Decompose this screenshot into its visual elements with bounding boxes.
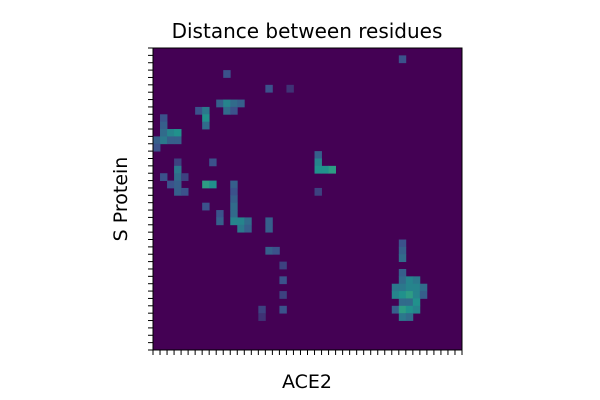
- heatmap-cell: [398, 298, 407, 307]
- heatmap-cell: [412, 305, 421, 314]
- x-axis-label: ACE2: [282, 371, 332, 393]
- heatmap-cell: [167, 180, 175, 189]
- heatmap-cell: [174, 173, 182, 181]
- heatmap-cell: [237, 99, 245, 108]
- heatmap-cell: [391, 283, 400, 292]
- heatmap-cell: [230, 187, 238, 196]
- heatmap-cell: [174, 165, 182, 174]
- heatmap-cell: [398, 254, 407, 263]
- heatmap-cell: [272, 246, 280, 255]
- heatmap-cell: [391, 305, 400, 314]
- heatmap-cell: [265, 246, 273, 255]
- heatmap-cell: [223, 99, 231, 108]
- heatmap-cell: [279, 305, 287, 314]
- heatmap-cell: [398, 276, 407, 285]
- heatmap-cell: [167, 136, 175, 145]
- heatmap-cell: [398, 268, 407, 277]
- heatmap-cell: [391, 291, 400, 299]
- heatmap-cell: [398, 291, 407, 299]
- heatmap-cell: [153, 136, 161, 145]
- heatmap-cell: [398, 313, 407, 321]
- heatmap-cell: [230, 180, 238, 189]
- heatmap-cell: [412, 291, 421, 299]
- chart-title: Distance between residues: [172, 19, 443, 43]
- heatmap-cell: [258, 305, 266, 314]
- heatmap-cell: [265, 224, 273, 233]
- heatmap-cell: [160, 136, 168, 145]
- heatmap-cell: [230, 202, 238, 211]
- heatmap-cell: [398, 55, 407, 64]
- heatmap-cell: [216, 210, 224, 218]
- heatmap-cell: [279, 276, 287, 285]
- heatmap-cell: [265, 217, 273, 226]
- heatmap-cell: [202, 121, 210, 130]
- heatmap-cell: [405, 313, 414, 321]
- heatmap-cell: [279, 261, 287, 270]
- heatmap-cells: [153, 48, 462, 350]
- heatmap-cell: [216, 217, 224, 226]
- x-axis-ticks: [152, 350, 463, 355]
- heatmap-cell: [230, 217, 238, 226]
- heatmap-cell: [160, 173, 168, 181]
- heatmap-cell: [209, 158, 217, 167]
- heatmap-cell: [230, 106, 238, 115]
- heatmap-cell: [412, 298, 421, 307]
- heatmap-cell: [419, 291, 428, 299]
- heatmap-cell: [174, 136, 182, 145]
- heatmap-cell: [314, 187, 322, 196]
- heatmap-cell: [223, 70, 231, 78]
- heatmap-cell: [405, 291, 414, 299]
- heatmap-cell: [237, 217, 245, 226]
- heatmap-cell: [160, 114, 168, 123]
- heatmap-cell: [181, 187, 189, 196]
- heatmap-cell: [174, 158, 182, 167]
- heatmap-cell: [286, 84, 294, 93]
- heatmap-cell: [314, 165, 322, 174]
- heatmap-cell: [202, 180, 210, 189]
- heatmap-cell: [314, 158, 322, 167]
- heatmap-cell: [405, 298, 414, 307]
- heatmap-cell: [419, 283, 428, 292]
- heatmap-cell: [223, 106, 231, 115]
- heatmap-cell: [328, 165, 336, 174]
- heatmap-cell: [398, 246, 407, 255]
- heatmap-cell: [237, 224, 245, 233]
- heatmap-cell: [202, 202, 210, 211]
- heatmap-cell: [321, 165, 329, 174]
- heatmap-cell: [209, 180, 217, 189]
- heatmap-cell: [181, 173, 189, 181]
- heatmap-cell: [398, 283, 407, 292]
- heatmap-cell: [195, 106, 203, 115]
- heatmap-cell: [258, 313, 266, 321]
- heatmap-cell: [167, 129, 175, 137]
- heatmap-cell: [202, 106, 210, 115]
- heatmap-cell: [265, 84, 273, 93]
- heatmap-cell: [174, 187, 182, 196]
- heatmap-cell: [405, 305, 414, 314]
- heatmap-cell: [160, 121, 168, 130]
- heatmap-cell: [174, 129, 182, 137]
- heatmap-cell: [230, 210, 238, 218]
- heatmap-cell: [412, 283, 421, 292]
- heatmap-cell: [202, 114, 210, 123]
- heatmap-cell: [398, 239, 407, 248]
- heatmap-cell: [314, 151, 322, 159]
- heatmap-cell: [153, 143, 161, 152]
- heatmap-cell: [412, 276, 421, 285]
- heatmap-cell: [244, 224, 252, 233]
- heatmap-cell: [160, 129, 168, 137]
- heatmap-cell: [405, 283, 414, 292]
- y-axis-label: S Protein: [110, 157, 132, 242]
- heatmap-cell: [216, 99, 224, 108]
- heatmap-cell: [279, 291, 287, 299]
- heatmap-cell: [244, 217, 252, 226]
- heatmap-cell: [174, 180, 182, 189]
- heatmap-cell: [230, 99, 238, 108]
- heatmap-cell: [405, 276, 414, 285]
- heatmap-cell: [230, 195, 238, 204]
- heatmap-cell: [398, 305, 407, 314]
- y-axis-ticks: [148, 47, 153, 351]
